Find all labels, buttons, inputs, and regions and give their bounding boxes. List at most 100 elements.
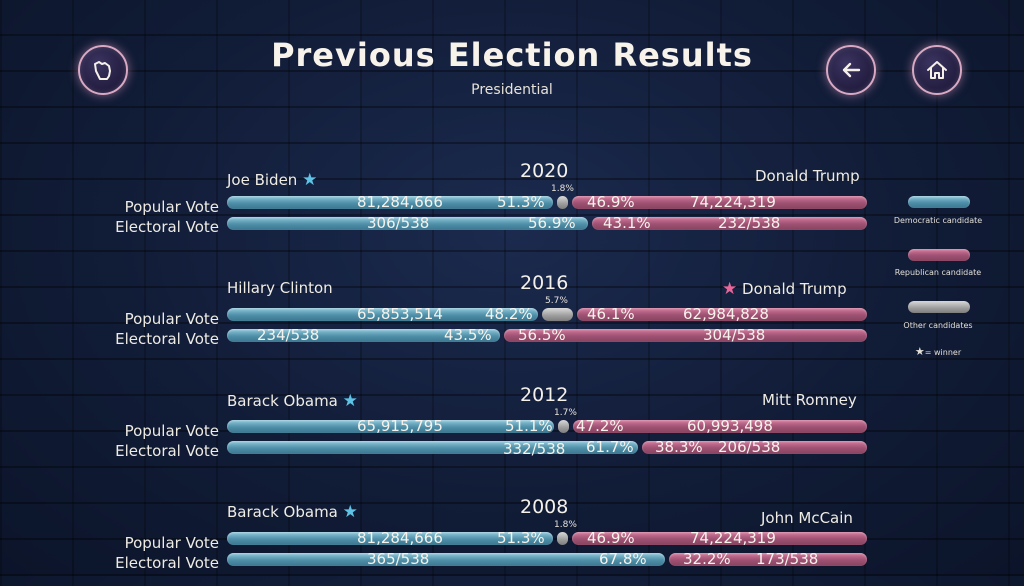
electoral-vote-label: Electoral Vote [115,554,219,572]
rep-electoral-bar [504,329,867,342]
election-year: 2012 [520,384,569,406]
rep-popular-bar [572,196,867,209]
winner-star-icon: ★ [342,502,358,522]
rep-popular-pct: 47.2% [576,417,624,435]
dem-electoral-bar [227,441,638,454]
arrow-left-icon [842,62,861,78]
legend-other-swatch [908,301,970,313]
rep-popular-bar [577,308,867,321]
state-button[interactable] [78,45,128,95]
other-popular-bar [557,532,568,545]
electoral-vote-label: Electoral Vote [115,218,219,236]
rep-candidate-name: John McCain [761,509,853,527]
dem-electoral-bar [227,553,665,566]
election-2016: 2016 Hillary Clinton ★ Donald Trump Popu… [0,272,1024,362]
rep-electoral-votes: 304/538 [703,326,766,344]
rep-electoral-bar [669,553,867,566]
dem-popular-votes: 65,915,795 [357,417,443,435]
rep-electoral-votes: 232/538 [718,214,781,232]
election-year: 2008 [520,496,569,518]
dem-electoral-pct: 67.8% [599,550,647,568]
election-year: 2020 [520,160,569,182]
home-button[interactable] [912,45,962,95]
dem-popular-votes: 81,284,666 [357,529,443,547]
home-icon [927,61,947,79]
dem-candidate-name: Joe Biden ★ [227,170,318,190]
rep-electoral-votes: 206/538 [718,438,781,456]
other-popular-pct: 1.7% [554,408,577,418]
rep-popular-votes: 74,224,319 [690,193,776,211]
rep-electoral-pct: 56.5% [518,326,566,344]
winner-star-icon: ★ [302,170,318,190]
electoral-vote-label: Electoral Vote [115,330,219,348]
rep-electoral-pct: 32.2% [683,550,731,568]
popular-vote-label: Popular Vote [124,198,219,216]
dem-candidate-name: Barack Obama ★ [227,502,358,522]
other-popular-pct: 1.8% [551,184,574,194]
legend-rep-swatch [908,249,970,261]
election-2008: 2008 Barack Obama ★ John McCain Popular … [0,496,1024,586]
rep-popular-votes: 74,224,319 [690,529,776,547]
dem-popular-votes: 65,853,514 [357,305,443,323]
other-popular-bar [558,420,569,433]
rep-electoral-bar [642,441,867,454]
dem-electoral-pct: 56.9% [528,214,576,232]
rep-candidate-name: Mitt Romney [762,391,857,409]
rep-popular-bar [572,532,867,545]
electoral-vote-label: Electoral Vote [115,442,219,460]
legend-winner: ★= winner [914,345,962,358]
dem-popular-bar [227,420,554,433]
rep-electoral-pct: 43.1% [603,214,651,232]
rep-candidate-name: Donald Trump [755,167,860,185]
election-2020: 2020 Joe Biden ★ Donald Trump Popular Vo… [0,160,1024,250]
rep-popular-pct: 46.9% [587,193,635,211]
dem-popular-bar [227,532,553,545]
page-subtitle: Presidential [471,82,553,98]
rep-popular-pct: 46.9% [587,529,635,547]
legend-dem-label: Democratic candidate [893,216,983,225]
dem-candidate-name: Hillary Clinton [227,279,333,297]
rep-electoral-pct: 38.3% [655,438,703,456]
star-icon: ★ [914,345,925,358]
dem-electoral-votes: 234/538 [257,326,320,344]
popular-vote-label: Popular Vote [124,310,219,328]
other-popular-bar [557,196,568,209]
dem-popular-bar [227,196,553,209]
election-year: 2016 [520,272,569,294]
dem-popular-pct: 51.3% [497,529,545,547]
rep-electoral-bar [592,217,867,230]
rep-candidate-name: ★ Donald Trump [722,279,847,299]
page-title: Previous Election Results [271,36,753,74]
dem-popular-votes: 81,284,666 [357,193,443,211]
winner-star-icon: ★ [342,391,358,411]
popular-vote-label: Popular Vote [124,534,219,552]
back-button[interactable] [826,45,876,95]
dem-popular-bar [227,308,538,321]
dem-electoral-pct: 61.7% [586,438,634,456]
election-2012: 2012 Barack Obama ★ Mitt Romney Popular … [0,384,1024,474]
dem-electoral-bar [227,217,588,230]
rep-electoral-votes: 173/538 [756,550,819,568]
rep-popular-pct: 46.1% [587,305,635,323]
winner-star-icon: ★ [722,279,738,299]
rep-popular-bar [573,420,867,433]
dem-electoral-pct: 43.5% [444,326,492,344]
legend-rep-label: Republican candidate [894,268,982,277]
legend-other-label: Other candidates [903,321,973,330]
rep-popular-votes: 60,993,498 [687,417,773,435]
dem-electoral-votes: 365/538 [367,550,430,568]
dem-popular-pct: 51.1% [505,417,553,435]
dem-candidate-name: Barack Obama ★ [227,391,358,411]
legend-dem-swatch [908,196,970,208]
dem-electoral-votes: 332/538 [503,440,566,458]
dem-electoral-bar [227,329,500,342]
other-popular-pct: 1.8% [554,520,577,530]
other-popular-bar [542,308,573,321]
rep-popular-votes: 62,984,828 [683,305,769,323]
dem-popular-pct: 48.2% [485,305,533,323]
wisconsin-state-icon [94,61,111,80]
dem-popular-pct: 51.3% [497,193,545,211]
popular-vote-label: Popular Vote [124,422,219,440]
dem-electoral-votes: 306/538 [367,214,430,232]
other-popular-pct: 5.7% [545,296,568,306]
